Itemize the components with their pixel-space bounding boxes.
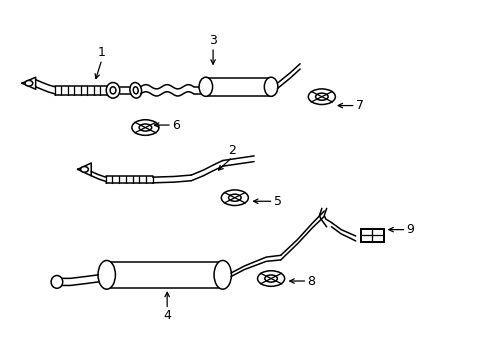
Bar — [106, 261, 223, 288]
Ellipse shape — [130, 82, 142, 98]
Ellipse shape — [257, 271, 284, 286]
Ellipse shape — [221, 190, 248, 206]
Bar — [360, 229, 383, 242]
Ellipse shape — [132, 120, 159, 135]
Text: 3: 3 — [209, 34, 217, 47]
Circle shape — [81, 167, 88, 172]
Text: 4: 4 — [163, 309, 171, 322]
Ellipse shape — [139, 124, 151, 131]
Ellipse shape — [199, 77, 212, 96]
Text: 5: 5 — [273, 195, 281, 208]
Text: 7: 7 — [355, 99, 363, 112]
Ellipse shape — [308, 89, 335, 104]
Ellipse shape — [98, 260, 115, 289]
Ellipse shape — [110, 87, 116, 94]
Ellipse shape — [106, 82, 120, 98]
Ellipse shape — [51, 275, 62, 288]
Ellipse shape — [214, 260, 231, 289]
Text: 9: 9 — [406, 223, 413, 236]
Polygon shape — [78, 163, 91, 176]
Ellipse shape — [228, 194, 241, 201]
Text: 1: 1 — [98, 46, 105, 59]
Bar — [205, 78, 270, 96]
Polygon shape — [22, 77, 36, 89]
Circle shape — [25, 80, 33, 86]
Text: 6: 6 — [172, 118, 180, 131]
Text: 2: 2 — [228, 144, 236, 157]
Text: 8: 8 — [307, 275, 315, 288]
Ellipse shape — [133, 87, 138, 94]
Ellipse shape — [264, 77, 277, 96]
Ellipse shape — [264, 275, 277, 282]
Ellipse shape — [315, 93, 327, 100]
